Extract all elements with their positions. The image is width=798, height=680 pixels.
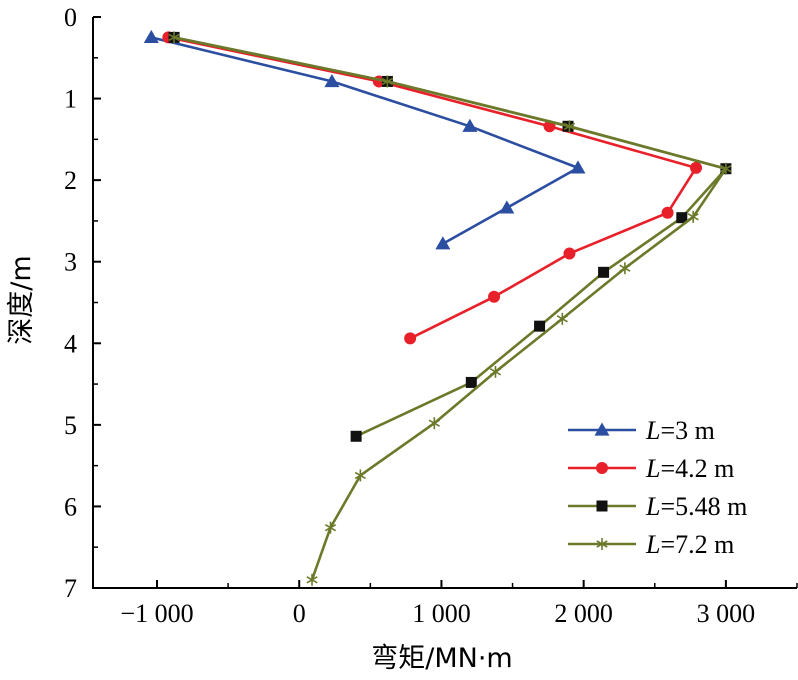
x-tick-label: 3 000 bbox=[697, 599, 756, 628]
legend-item-0: L=3 m bbox=[568, 416, 715, 445]
y-tick-label: 5 bbox=[64, 411, 77, 440]
x-tick-label: 1 000 bbox=[412, 599, 471, 628]
series-3 bbox=[168, 31, 732, 586]
star-marker bbox=[428, 417, 440, 430]
triangle-marker bbox=[435, 236, 451, 250]
series-0 bbox=[143, 29, 586, 250]
legend-item-2: L=5.48 m bbox=[568, 492, 747, 521]
x-tick-label: −1 000 bbox=[120, 599, 193, 628]
series-layer bbox=[143, 29, 732, 586]
y-tick-label: 7 bbox=[64, 574, 77, 603]
circle-marker bbox=[596, 462, 608, 474]
triangle-marker bbox=[499, 200, 515, 214]
legend-label-var: L bbox=[645, 416, 660, 445]
circle-marker bbox=[563, 247, 576, 260]
x-tick-label: 2 000 bbox=[554, 599, 613, 628]
series-1 bbox=[162, 31, 703, 345]
y-tick-label: 1 bbox=[64, 85, 77, 114]
y-axis-title: 深度/m bbox=[6, 255, 37, 344]
series-line bbox=[168, 36, 698, 340]
star-marker bbox=[354, 469, 366, 482]
star-marker bbox=[563, 120, 576, 133]
legend: L=3 mL=4.2 mL=5.48 mL=7.2 m bbox=[568, 416, 747, 559]
star-marker bbox=[381, 75, 393, 88]
y-tick-label: 4 bbox=[64, 329, 77, 358]
legend-label-var: L bbox=[645, 492, 660, 521]
square-marker bbox=[534, 320, 546, 332]
star-marker bbox=[687, 210, 699, 223]
y-tick-label: 6 bbox=[64, 492, 77, 521]
star-marker bbox=[556, 312, 568, 325]
legend-label-value: =7.2 m bbox=[660, 530, 734, 559]
legend-label: L=7.2 m bbox=[645, 530, 734, 559]
x-tick-label: 0 bbox=[293, 599, 306, 628]
square-marker bbox=[596, 500, 608, 512]
star-marker bbox=[720, 162, 732, 175]
y-tick-label: 2 bbox=[64, 166, 77, 195]
legend-item-1: L=4.2 m bbox=[568, 454, 734, 483]
star-marker bbox=[596, 538, 608, 550]
square-marker bbox=[350, 430, 362, 442]
legend-label: L=3 m bbox=[645, 416, 715, 445]
y-tick-label: 3 bbox=[64, 248, 77, 277]
circle-marker bbox=[488, 290, 501, 303]
star-marker bbox=[168, 31, 180, 44]
legend-label-var: L bbox=[645, 530, 660, 559]
triangle-marker bbox=[594, 422, 610, 436]
triangle-marker bbox=[570, 160, 586, 174]
square-marker bbox=[465, 376, 477, 388]
circle-marker bbox=[661, 206, 674, 219]
star-marker bbox=[489, 365, 502, 378]
x-axis-title: 弯矩/MN·m bbox=[371, 643, 512, 674]
series-line bbox=[150, 36, 580, 245]
circle-marker bbox=[404, 332, 417, 345]
square-marker bbox=[676, 212, 688, 224]
star-marker bbox=[619, 262, 631, 275]
triangle-marker bbox=[462, 118, 478, 132]
axes: 0 1 2 3 4 5 6 7 −1 000 0 1 000 2 000 3 000 bbox=[64, 3, 798, 628]
star-marker bbox=[306, 573, 318, 586]
series-line bbox=[173, 36, 728, 581]
square-marker bbox=[598, 266, 610, 278]
legend-item-3: L=7.2 m bbox=[568, 530, 734, 559]
series-2 bbox=[168, 31, 732, 442]
circle-marker bbox=[690, 161, 703, 174]
legend-label: L=5.48 m bbox=[645, 492, 747, 521]
triangle-marker bbox=[324, 73, 340, 88]
legend-label-value: =3 m bbox=[660, 416, 714, 445]
legend-label: L=4.2 m bbox=[645, 454, 734, 483]
triangle-marker bbox=[143, 29, 159, 44]
legend-label-var: L bbox=[645, 454, 660, 483]
legend-label-value: =5.48 m bbox=[660, 492, 747, 521]
y-tick-label: 0 bbox=[64, 3, 77, 32]
legend-label-value: =4.2 m bbox=[660, 454, 734, 483]
star-marker bbox=[324, 521, 337, 534]
